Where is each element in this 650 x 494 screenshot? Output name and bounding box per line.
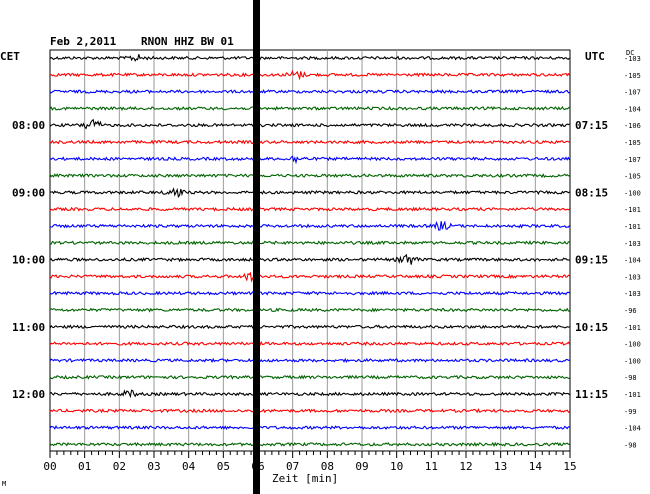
left-time-label: 12:00 [12,388,45,401]
trace-group [49,54,571,448]
x-tick-label: 11 [425,460,438,473]
dc-offset-label: -98 [624,374,637,382]
dc-offset-label: -103 [624,290,641,298]
dc-offset-label: -101 [624,324,641,332]
right-time-label: 11:15 [575,388,608,401]
dc-offset-label: -98 [624,441,637,449]
dc-offset-label: -101 [624,206,641,214]
left-time-label: 11:00 [12,321,45,334]
x-tick-label: 04 [182,460,196,473]
dc-offset-label: -100 [624,341,641,349]
seismic-trace-15 [49,307,570,313]
trace-labels: 08:00 09:00 10:00 11:00 12:00 07:15 08:15 09:15… [12,55,641,449]
seismic-trace-2 [49,89,570,95]
corner-mark: M [2,480,6,488]
seismic-trace-1 [49,69,571,81]
x-tick-label: 15 [563,460,576,473]
seismic-trace-4 [49,118,570,130]
dc-offset-label: -107 [624,89,641,97]
plot-frame [49,49,571,452]
dc-header-label: DC [626,49,634,57]
dc-offset-label: -99 [624,408,637,416]
right-time-label: 08:15 [575,186,608,199]
seismic-trace-10 [49,220,571,231]
x-tick-label: 00 [43,460,56,473]
seismic-trace-7 [49,173,570,179]
x-tick-label: 08 [321,460,334,473]
seismic-trace-17 [49,340,571,347]
dc-offset-label: -103 [624,55,641,63]
dc-offset-label: -100 [624,189,641,197]
dc-offset-label: -106 [624,122,641,130]
header-date: Feb 2,2011 [50,35,117,48]
data-gap-bar [253,0,260,494]
seismic-trace-0 [49,54,571,62]
seismic-trace-12 [49,253,570,265]
x-tick-label: 09 [355,460,368,473]
dc-offset-label: -105 [624,72,641,80]
seismic-trace-20 [49,389,571,399]
seismic-trace-11 [49,240,570,246]
seismic-trace-22 [49,425,570,431]
right-time-label: 09:15 [575,254,608,267]
x-tick-label: 13 [494,460,507,473]
seismic-trace-21 [49,408,570,414]
dc-offset-label: -105 [624,139,641,147]
dc-offset-label: -100 [624,357,641,365]
left-time-label: 10:00 [12,254,45,267]
x-tick-label: 14 [529,460,543,473]
seismic-trace-14 [49,290,570,296]
x-tick-label: 07 [286,460,299,473]
x-tick-label: 10 [390,460,403,473]
dc-offset-label: -104 [624,105,641,113]
seismic-trace-18 [49,357,570,364]
x-tick-label: 06 [251,460,264,473]
seismic-trace-5 [49,139,570,145]
right-time-label: 10:15 [575,321,608,334]
seismic-trace-6 [49,155,571,165]
dc-offset-label: -103 [624,240,641,248]
seismic-trace-19 [49,374,570,380]
seismic-trace-13 [49,271,570,283]
x-tick-label: 12 [459,460,472,473]
x-tick-label: 05 [217,460,230,473]
dc-offset-label: -104 [624,425,641,433]
dc-offset-label: -101 [624,391,641,399]
right-timezone-label: UTC [585,50,605,63]
x-tick-label: 03 [147,460,160,473]
x-tick-label: 01 [78,460,91,473]
dc-offset-label: -96 [624,307,637,315]
left-time-label: 09:00 [12,186,45,199]
left-time-label: 08:00 [12,119,45,132]
x-tick-label: 02 [113,460,126,473]
dc-offset-label: -104 [624,257,641,265]
dc-offset-label: -107 [624,156,641,164]
seismic-trace-3 [49,105,570,111]
dc-offset-label: -103 [624,273,641,281]
dc-offset-label: -101 [624,223,641,231]
dc-offset-label: -105 [624,173,641,181]
x-axis-label: Zeit [min] [272,472,338,485]
seismic-trace-8 [50,187,570,198]
left-timezone-label: CET [0,50,20,63]
seismic-trace-23 [49,441,570,448]
header-station: RNON HHZ BW 01 [141,35,234,48]
right-time-label: 07:15 [575,119,608,132]
x-axis: 00 01 02 03 04 05 06 07 08 09 10 11 12 13 14 15 [43,451,577,473]
seismic-trace-16 [49,324,570,330]
seismic-trace-9 [49,206,570,212]
grid [49,49,571,452]
